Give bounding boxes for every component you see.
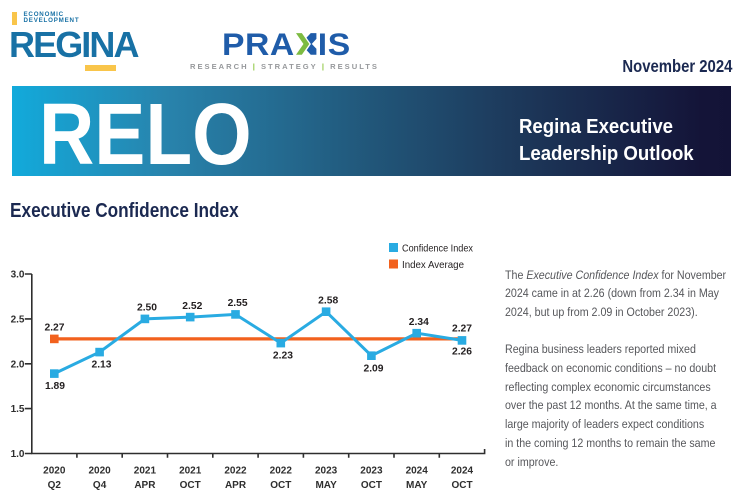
svg-text:MAY: MAY [315,480,337,491]
svg-text:OCT: OCT [270,480,291,491]
svg-text:2020: 2020 [43,466,66,477]
svg-text:2.27: 2.27 [44,323,64,334]
svg-text:2021: 2021 [134,466,157,477]
svg-text:2.52: 2.52 [182,301,202,312]
svg-text:2021: 2021 [179,466,202,477]
svg-text:2023: 2023 [315,466,338,477]
svg-text:Q2: Q2 [48,480,62,491]
svg-text:2.13: 2.13 [91,360,111,371]
svg-text:2.09: 2.09 [363,363,383,374]
svg-text:OCT: OCT [451,480,472,491]
svg-text:1.0: 1.0 [11,449,25,460]
svg-text:2.55: 2.55 [228,298,248,309]
svg-text:OCT: OCT [180,480,201,491]
svg-text:APR: APR [134,480,156,491]
svg-text:3.0: 3.0 [11,270,25,281]
svg-text:2020: 2020 [88,466,111,477]
svg-text:2023: 2023 [360,466,383,477]
svg-text:1.89: 1.89 [45,381,65,392]
svg-text:OCT: OCT [361,480,382,491]
svg-text:2.0: 2.0 [11,359,25,370]
svg-text:Q4: Q4 [93,480,107,491]
svg-text:APR: APR [225,480,247,491]
svg-text:2.27: 2.27 [452,324,472,335]
svg-text:2022: 2022 [224,466,247,477]
svg-text:Confidence Index: Confidence Index [402,244,474,255]
svg-text:2022: 2022 [270,466,293,477]
svg-text:2.34: 2.34 [409,317,429,328]
svg-text:2.23: 2.23 [273,351,293,362]
svg-text:1.5: 1.5 [11,404,25,415]
svg-text:2024: 2024 [451,466,474,477]
svg-text:Index Average: Index Average [402,260,464,271]
svg-text:2.50: 2.50 [137,303,157,314]
svg-text:MAY: MAY [406,480,428,491]
svg-text:2024: 2024 [406,466,429,477]
svg-text:2.26: 2.26 [452,347,472,358]
svg-text:2.58: 2.58 [318,295,338,306]
svg-text:2.5: 2.5 [11,314,25,325]
